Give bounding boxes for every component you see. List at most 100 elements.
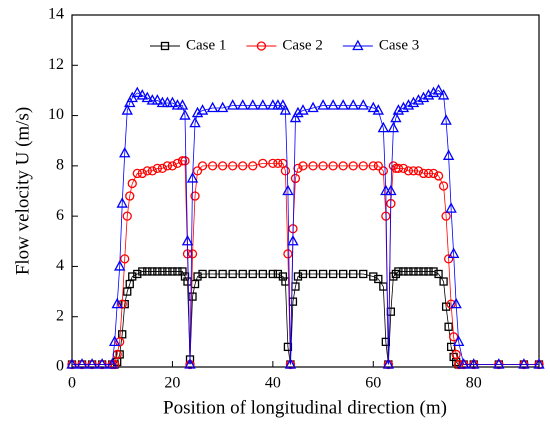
marker [444, 322, 453, 331]
marker [247, 99, 259, 110]
marker [382, 358, 395, 369]
marker [163, 267, 172, 276]
legend-label: Case 1 [186, 37, 226, 53]
marker [377, 121, 390, 133]
marker [388, 161, 399, 171]
marker [443, 254, 454, 264]
marker [197, 161, 208, 171]
marker [228, 161, 238, 171]
marker [358, 161, 368, 171]
marker [193, 272, 202, 281]
marker [76, 358, 88, 369]
marker [427, 86, 440, 98]
marker [317, 99, 329, 110]
marker [448, 332, 459, 342]
marker [257, 99, 269, 110]
marker [287, 234, 299, 246]
marker [407, 96, 420, 108]
marker [137, 168, 147, 179]
marker [308, 269, 318, 279]
y-axis-label: Flow velocity U (m/s) [12, 107, 33, 275]
marker [238, 269, 247, 279]
marker [438, 181, 449, 191]
marker [428, 168, 439, 179]
marker [191, 106, 204, 118]
marker [226, 99, 239, 110]
y-tick-label: 6 [56, 207, 64, 224]
marker [337, 99, 349, 110]
marker [114, 260, 126, 271]
marker [207, 161, 218, 171]
marker [372, 104, 385, 115]
marker [132, 168, 142, 179]
marker [122, 211, 132, 221]
marker [359, 269, 368, 279]
marker [493, 358, 505, 369]
marker [387, 121, 400, 133]
marker [148, 267, 157, 276]
marker [258, 158, 268, 168]
marker [318, 161, 328, 171]
marker [339, 269, 348, 279]
marker [176, 99, 189, 110]
marker [290, 173, 301, 184]
marker [369, 272, 378, 281]
series-line [72, 160, 539, 365]
marker [256, 41, 267, 51]
marker [228, 269, 237, 279]
marker [142, 166, 152, 176]
marker [248, 161, 258, 171]
marker [133, 269, 142, 279]
marker [189, 116, 201, 128]
marker [106, 358, 118, 369]
marker [181, 234, 194, 246]
marker [378, 166, 388, 176]
marker [394, 267, 403, 276]
marker [120, 254, 130, 264]
plot-frame [71, 14, 540, 368]
marker [136, 89, 148, 100]
marker [397, 101, 410, 113]
marker [338, 161, 348, 171]
legend-label: Case 2 [282, 37, 322, 53]
marker [437, 89, 450, 100]
x-tick-label: 80 [466, 375, 482, 392]
marker [141, 91, 154, 103]
marker [441, 302, 451, 311]
marker [126, 91, 138, 103]
marker [237, 99, 249, 110]
marker [293, 272, 303, 281]
marker [445, 202, 457, 213]
marker [151, 94, 164, 105]
marker [446, 342, 456, 352]
marker [533, 358, 545, 369]
marker [216, 101, 229, 113]
marker [429, 267, 438, 276]
marker [160, 41, 170, 51]
marker [457, 358, 470, 369]
marker [153, 267, 162, 276]
marker [347, 99, 359, 110]
marker [298, 269, 308, 279]
marker [273, 158, 283, 168]
marker [283, 342, 293, 352]
x-tick-label: 60 [365, 375, 381, 392]
marker [447, 247, 460, 259]
marker [152, 163, 163, 174]
marker [433, 171, 444, 181]
marker [318, 269, 328, 279]
marker [432, 84, 445, 95]
marker [143, 267, 152, 276]
marker [442, 149, 455, 160]
marker [108, 335, 121, 347]
marker [412, 94, 425, 105]
y-tick-label: 12 [48, 56, 64, 73]
marker [403, 166, 414, 176]
marker [184, 358, 196, 369]
marker [190, 191, 200, 201]
y-tick-label: 10 [48, 106, 64, 123]
marker [186, 172, 199, 183]
marker [348, 161, 358, 171]
marker [468, 358, 480, 369]
marker [125, 191, 135, 201]
